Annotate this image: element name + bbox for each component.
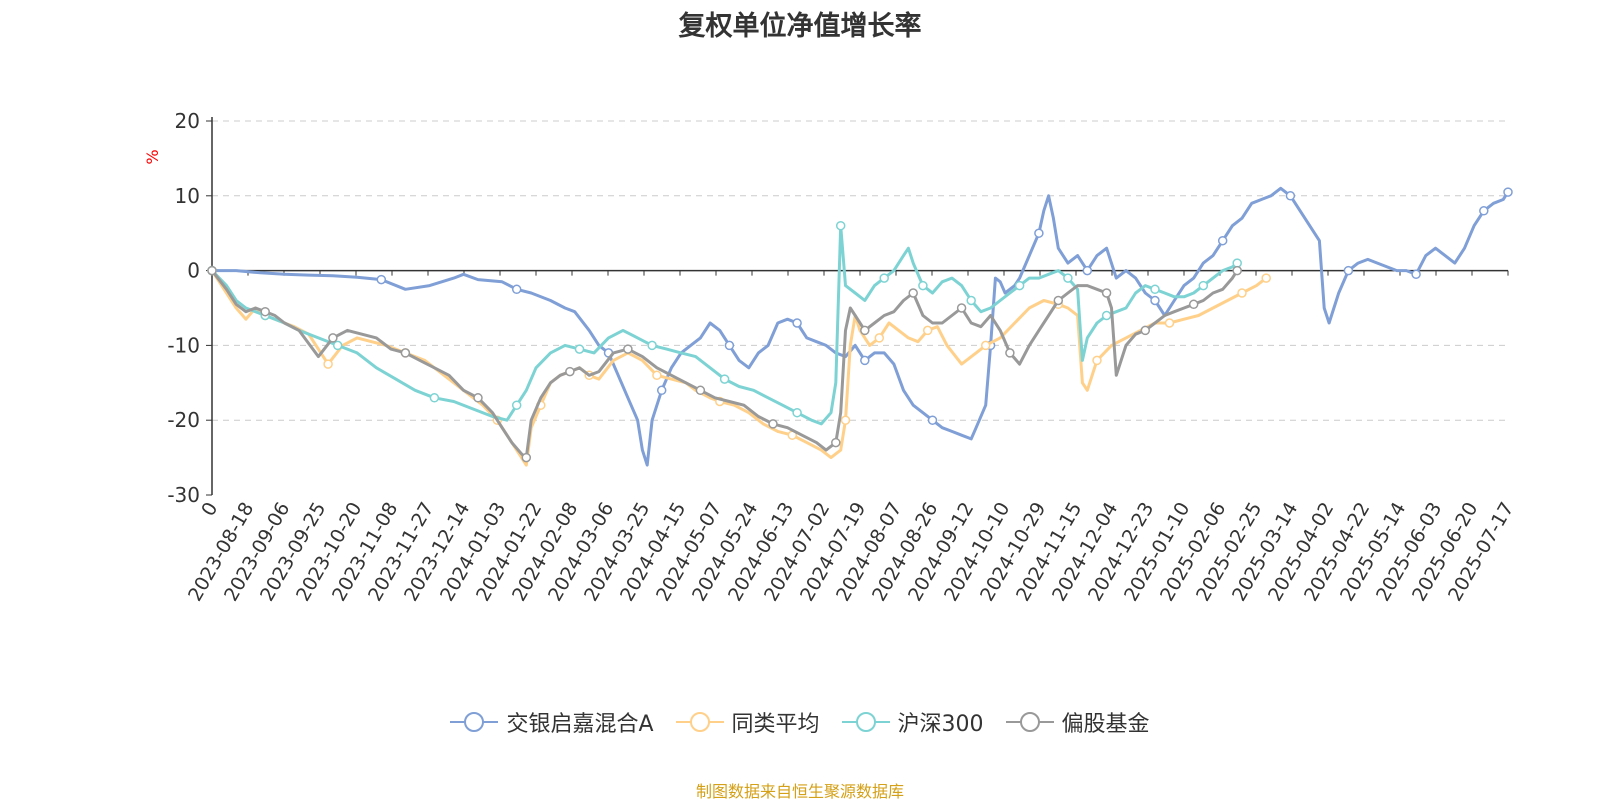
- x-tick-labels: 02023-08-182023-09-062023-09-252023-10-2…: [184, 499, 1518, 606]
- series-point: [1034, 228, 1044, 238]
- x-tick-label: 0: [197, 499, 222, 520]
- series-point: [1232, 265, 1242, 276]
- legend-marker: [675, 712, 724, 732]
- series-point: [376, 274, 387, 285]
- series-point: [835, 220, 846, 231]
- axes: [206, 117, 1509, 496]
- series-point: [831, 437, 841, 448]
- series-point: [1063, 273, 1073, 283]
- y-tick-label: -30: [167, 483, 200, 507]
- series-point: [1150, 295, 1160, 306]
- y-tick-labels: 20 10 0 -10 -20 -30: [167, 109, 200, 507]
- series-point: [647, 340, 657, 351]
- legend-marker: [1005, 712, 1054, 732]
- y-tick-label: -10: [167, 333, 200, 357]
- series-point: [1053, 295, 1064, 306]
- legend-item[interactable]: 同类平均: [675, 706, 820, 738]
- y-tick-label: 0: [187, 259, 200, 283]
- series-point: [574, 344, 585, 354]
- legend: 交银启嘉混合A 同类平均 沪深300 偏股基金: [0, 706, 1600, 738]
- series-point: [1005, 348, 1015, 358]
- legend-item[interactable]: 交银启嘉混合A: [450, 706, 654, 738]
- legend-label: 交银启嘉混合A: [506, 712, 654, 737]
- series-point: [840, 415, 851, 425]
- chart-area: 20 10 0 -10 -20 -30 02023-08-182023-09-062023…: [143, 109, 1518, 606]
- series-point: [521, 452, 532, 463]
- legend-item[interactable]: 沪深300: [841, 706, 984, 738]
- series-point: [860, 355, 870, 366]
- y-axis-label: %: [143, 149, 162, 164]
- legend-marker: [841, 712, 890, 732]
- series-point: [956, 303, 967, 313]
- series-point: [980, 340, 991, 351]
- series-point: [922, 325, 933, 336]
- series-point: [656, 385, 667, 396]
- legend-label: 沪深300: [897, 712, 984, 737]
- series-point: [1198, 280, 1209, 291]
- series-point: [1092, 355, 1102, 366]
- series-point: [565, 366, 575, 377]
- series-point: [927, 415, 938, 425]
- series-point: [1285, 191, 1296, 201]
- y-tick-label: -20: [167, 408, 200, 432]
- series-point: [1479, 206, 1489, 216]
- series-line: [210, 269, 1239, 460]
- series-point: [652, 370, 662, 381]
- series-point: [1188, 299, 1199, 310]
- series-point: [1237, 288, 1247, 298]
- series-point: [207, 265, 217, 276]
- series-lines: [207, 186, 1513, 467]
- series-point: [332, 340, 343, 351]
- series-point: [260, 306, 270, 317]
- series-point: [1140, 325, 1151, 336]
- series-point: [908, 288, 918, 298]
- y-tick-label: 20: [175, 109, 200, 133]
- legend-marker: [450, 712, 499, 732]
- series-point: [879, 273, 889, 283]
- series-point: [860, 325, 870, 336]
- series-point: [768, 419, 778, 429]
- series-line: [210, 224, 1239, 426]
- series-point: [511, 400, 522, 410]
- series-point: [719, 374, 730, 384]
- series-point: [1150, 284, 1160, 295]
- series-line: [212, 186, 1510, 467]
- series-point: [400, 348, 411, 358]
- legend-item[interactable]: 偏股基金: [1005, 706, 1150, 738]
- series-point: [429, 393, 440, 403]
- source-note: 制图数据来自恒生聚源数据库: [695, 782, 904, 801]
- series-point: [511, 284, 522, 295]
- series-point: [1411, 269, 1421, 280]
- series-point: [473, 393, 483, 403]
- legend-label: 偏股基金: [1061, 712, 1150, 737]
- series-point: [966, 295, 976, 306]
- series-point: [1217, 235, 1228, 246]
- series-point: [1343, 265, 1354, 276]
- series-point: [1101, 288, 1112, 298]
- series-point: [1503, 187, 1513, 197]
- series-point: [695, 385, 706, 396]
- chart-title: 复权单位净值增长率: [678, 11, 922, 42]
- series-point: [874, 333, 885, 343]
- series-point: [323, 359, 333, 369]
- series-point: [1164, 318, 1175, 328]
- series-point: [623, 344, 633, 354]
- y-tick-label: 10: [175, 184, 200, 208]
- legend-label: 同类平均: [731, 712, 820, 737]
- series-point: [328, 333, 338, 343]
- series-point: [918, 280, 928, 291]
- series-point: [724, 340, 735, 351]
- series-point: [1014, 280, 1025, 291]
- series-point: [1261, 273, 1271, 283]
- series-point: [792, 318, 802, 328]
- series-point: [1101, 310, 1112, 321]
- series-point: [1082, 265, 1093, 276]
- series-point: [792, 407, 802, 418]
